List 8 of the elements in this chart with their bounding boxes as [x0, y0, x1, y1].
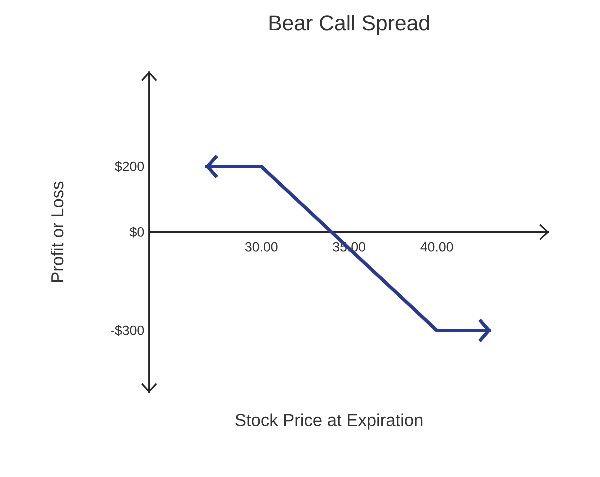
x-tick-label: 30.00 [245, 242, 278, 252]
chart-title: Bear Call Spread [270, 15, 430, 35]
x-axis-title: Stock Price at Expiration [236, 414, 423, 430]
y-tick-label: $0 [130, 226, 144, 238]
y-tick-label: -$300 [111, 325, 144, 336]
x-tick-label: 40.00 [420, 242, 454, 252]
y-tick-label: $200 [115, 161, 144, 172]
y-axis-title: Profit or Loss [50, 182, 64, 282]
